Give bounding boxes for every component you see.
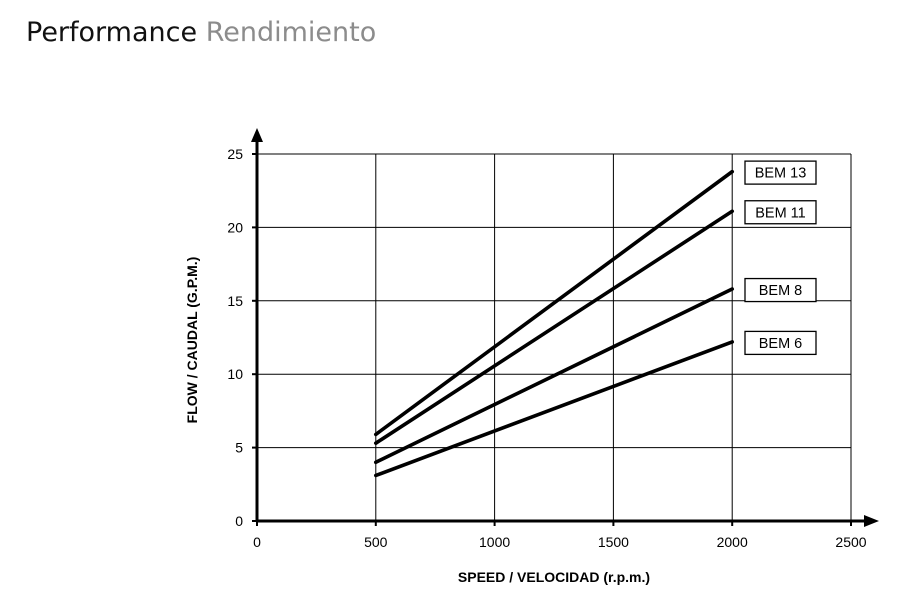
- y-tick-label: 10: [227, 366, 243, 382]
- page-title: Performance Rendimiento: [26, 17, 376, 48]
- y-axis-title: FLOW / CAUDAL (G.P.M.): [184, 257, 200, 424]
- series-label: BEM 13: [755, 166, 807, 182]
- series-line-bem-11: [373, 209, 735, 445]
- series-label-box: [744, 330, 817, 356]
- series-label-box: [744, 160, 817, 185]
- axes: [251, 128, 879, 527]
- y-tick-label: 20: [227, 219, 243, 235]
- tick-labels: 0 5 10 15 20 25 0 500 1000 1500 2000 2500: [227, 146, 866, 550]
- title-spanish: Rendimiento: [205, 17, 377, 48]
- y-tick-label: 5: [235, 440, 243, 456]
- series-line-bem-8: [373, 287, 735, 465]
- series-label: BEM 11: [755, 205, 806, 221]
- x-tick-label: 1000: [479, 534, 510, 550]
- series-label: BEM 8: [759, 283, 803, 299]
- series-label: BEM 6: [759, 336, 803, 352]
- series-line-bem-6: [373, 340, 735, 478]
- x-tick-label: 0: [253, 534, 261, 550]
- y-axis-arrow: [251, 128, 263, 142]
- x-tick-label: 1500: [598, 534, 629, 550]
- title-english: Performance: [26, 17, 198, 48]
- series-label-box: [744, 200, 817, 225]
- x-axis-arrow: [864, 515, 879, 527]
- series-labels: BEM 13 BEM 11 BEM 8 BEM 6: [744, 160, 817, 356]
- x-tick-label: 2500: [835, 534, 866, 550]
- y-tick-label: 15: [227, 293, 243, 309]
- x-tick-label: 500: [364, 534, 388, 550]
- y-tick-label: 25: [227, 146, 243, 162]
- x-tick-label: 2000: [717, 534, 748, 550]
- x-axis-title: SPEED / VELOCIDAD (r.p.m.): [458, 569, 650, 585]
- series-lines: [373, 169, 735, 478]
- series-label-box: [744, 277, 817, 303]
- y-tick-label: 0: [235, 513, 243, 529]
- series-line-bem-13: [373, 169, 735, 437]
